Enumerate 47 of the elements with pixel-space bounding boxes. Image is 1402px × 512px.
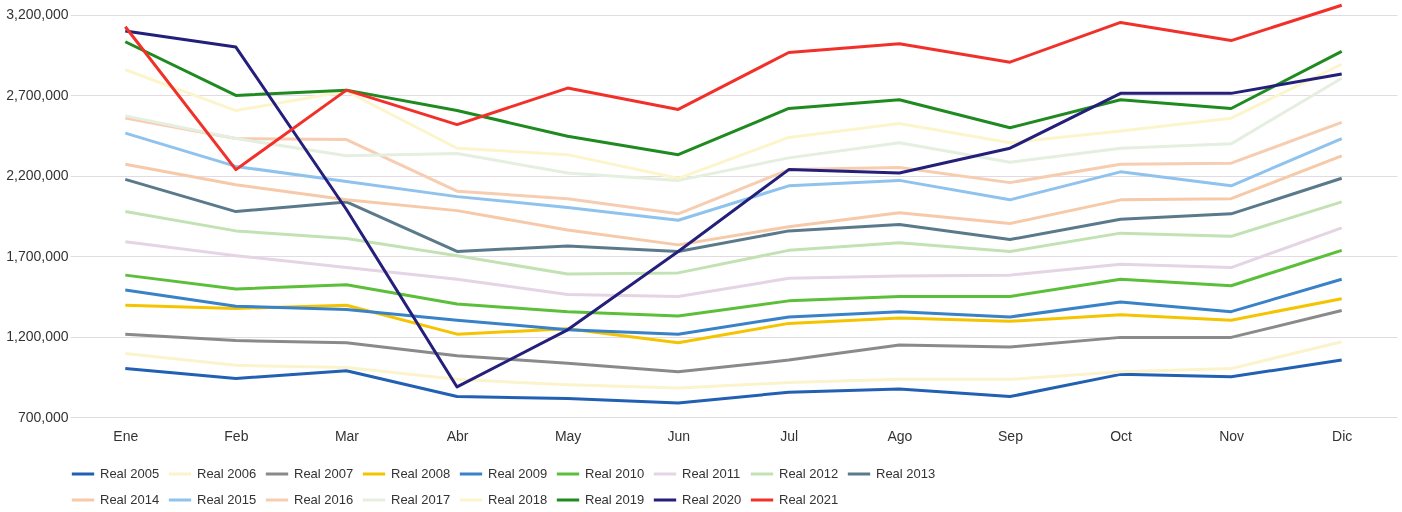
legend-label: Real 2013: [876, 466, 936, 481]
x-tick-label: Nov: [1219, 427, 1245, 444]
x-tick-label: Abr: [446, 427, 469, 444]
legend-label: Real 2008: [391, 466, 451, 481]
line-series: [123, 309, 1344, 374]
legend-label: Real 2014: [100, 492, 160, 507]
legend-label: Real 2010: [585, 466, 645, 481]
x-tick-label: Mar: [334, 427, 360, 444]
line-series: [123, 277, 1344, 336]
legend-label: Real 2007: [294, 466, 354, 481]
y-tick-label: 3,200,000: [6, 6, 69, 23]
legend-label: Real 2018: [488, 492, 548, 507]
x-tick-label: Feb: [224, 427, 249, 444]
legend-label: Real 2011: [682, 466, 741, 481]
x-tick-label: Ago: [887, 427, 913, 444]
line-series: [123, 358, 1344, 405]
y-tick-label: 2,200,000: [6, 167, 69, 184]
x-tick-label: Dic: [1332, 427, 1353, 444]
x-tick-label: Jul: [780, 427, 799, 444]
legend-label: Real 2017: [391, 492, 451, 507]
x-tick-label: Jun: [667, 427, 690, 444]
legend-label: Real 2021: [779, 492, 839, 507]
x-tick-label: May: [554, 427, 582, 444]
legend-label: Real 2006: [197, 466, 257, 481]
legend-label: Real 2020: [682, 492, 742, 507]
y-tick-label: 2,700,000: [6, 86, 69, 103]
y-tick-label: 700,000: [17, 408, 69, 425]
line-series: [123, 340, 1344, 390]
x-tick-label: Oct: [1110, 427, 1133, 444]
line-series: [123, 40, 1344, 157]
y-tick-label: 1,700,000: [6, 247, 69, 264]
x-tick-label: Sep: [998, 427, 1024, 444]
legend-label: Real 2015: [197, 492, 257, 507]
line-series: [123, 154, 1344, 247]
line-series: [123, 176, 1344, 253]
line-series: [123, 29, 1344, 389]
line-series: [123, 131, 1344, 222]
legend-label: Real 2019: [585, 492, 645, 507]
line-series: [123, 3, 1344, 172]
legend-label: Real 2012: [779, 466, 839, 481]
y-tick-label: 1,200,000: [6, 328, 69, 345]
legend-label: Real 2009: [488, 466, 548, 481]
legend-label: Real 2005: [100, 466, 160, 481]
legend-label: Real 2016: [294, 492, 354, 507]
line-series: [123, 200, 1344, 276]
x-tick-label: Ene: [113, 427, 139, 444]
line-series: [123, 248, 1344, 318]
